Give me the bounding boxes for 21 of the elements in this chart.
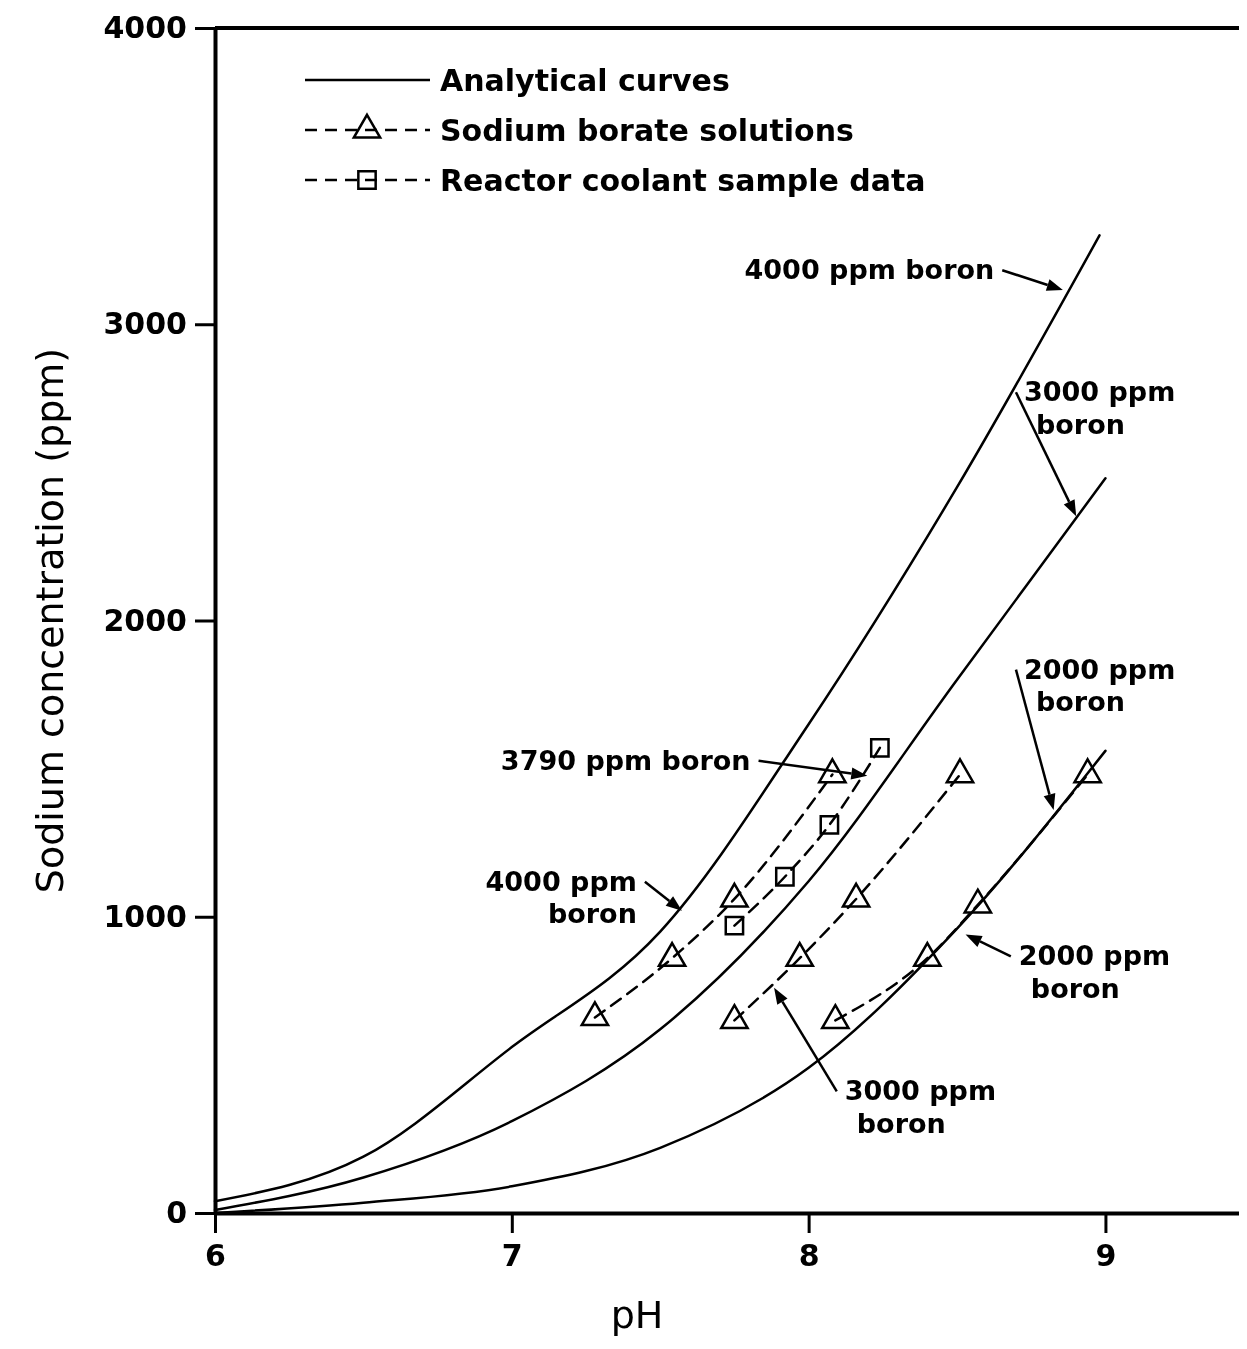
legend-label: Analytical curves <box>440 62 730 98</box>
annotation: 2000 ppm boron <box>1023 653 1176 717</box>
x-tick-label: 8 <box>798 1238 820 1274</box>
annotation: 3790 ppm boron <box>500 744 751 776</box>
annotation: 3000 ppm boron <box>1023 376 1176 440</box>
annotation: 3000 ppm boron <box>844 1075 997 1139</box>
y-tick-label: 0 <box>166 1195 187 1231</box>
x-tick-label: 9 <box>1095 1238 1117 1274</box>
annotation: 2000 ppm boron <box>1018 940 1171 1004</box>
y-tick-label: 1000 <box>103 898 187 934</box>
legend-label: Reactor coolant sample data <box>440 162 926 198</box>
legend-label: Sodium borate solutions <box>440 112 854 148</box>
y-tick-label: 3000 <box>103 306 187 342</box>
x-tick-label: 6 <box>205 1238 226 1274</box>
annotation: 4000 ppm boron <box>485 865 637 930</box>
x-axis-title: pH <box>610 1293 664 1337</box>
annotation: 4000 ppm boron <box>744 254 995 286</box>
y-tick-label: 4000 <box>103 10 187 46</box>
y-axis-title: Sodium concentration (ppm) <box>28 347 72 894</box>
x-tick-label: 7 <box>501 1238 523 1274</box>
y-tick-label: 2000 <box>103 602 187 638</box>
